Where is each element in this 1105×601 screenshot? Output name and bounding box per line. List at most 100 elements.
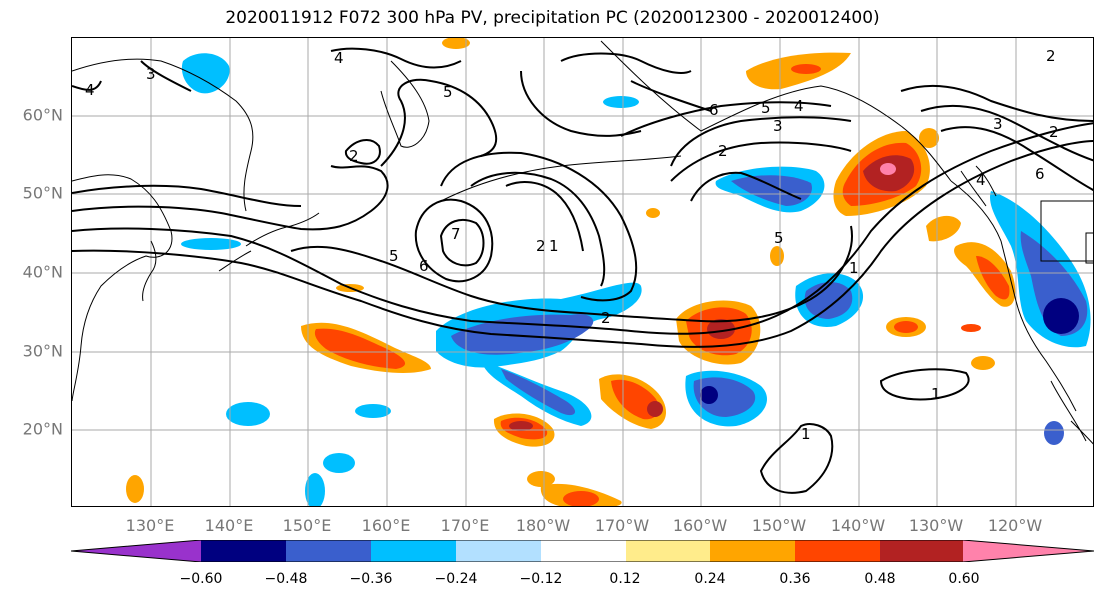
precip-pos-small-7 — [442, 38, 470, 49]
lon-label-160w: 160°W — [672, 516, 728, 535]
precip-neg-small-5 — [1044, 421, 1064, 445]
lon-label-130e: 130°E — [125, 516, 175, 535]
contour-label: 6 — [709, 101, 719, 119]
colorbar-tick: −0.24 — [434, 571, 478, 587]
pv-contour-14 — [670, 116, 852, 182]
lat-label-60: 60°N — [22, 105, 63, 125]
colorbar-segment — [456, 540, 541, 562]
pv-contour-17 — [900, 84, 1093, 122]
coastlines — [72, 40, 1093, 445]
precip-shading — [126, 38, 1091, 506]
colorbar-tick: 0.60 — [948, 571, 980, 587]
map-panel: 4 4 3 5 6 5 4 3 2 2 2 7 5 6 5 2 1 1 2 1 … — [71, 37, 1094, 507]
pv-contour-19 — [940, 126, 1093, 192]
pv-contour-21 — [759, 423, 834, 494]
contour-label: 3 — [146, 65, 156, 83]
colorbar-segment — [795, 540, 880, 562]
pv-contour-22 — [72, 60, 192, 92]
contour-label: 2 — [349, 147, 359, 165]
precip-pos-sub-2-max — [509, 421, 533, 431]
pv-contour-13 — [560, 52, 712, 112]
precip-neg-tail-core — [501, 369, 576, 416]
pv-contour-8 — [505, 180, 584, 252]
lon-label-180w: 180°W — [515, 516, 571, 535]
contour-label: 4 — [85, 81, 95, 99]
precip-pos-south-core — [563, 491, 599, 506]
contour-label: 5 — [761, 99, 771, 117]
precip-neg-japan — [181, 238, 241, 250]
colorbar-segment — [71, 540, 201, 562]
coast-asia — [72, 174, 173, 402]
colorbar-segment — [626, 540, 710, 562]
contour-label: 4 — [976, 171, 986, 189]
lon-label-130w: 130°W — [908, 516, 964, 535]
precip-pos-small-6 — [527, 471, 555, 487]
contour-label-group: 4 4 3 5 6 5 4 3 2 2 2 7 5 6 5 2 1 1 2 1 … — [85, 47, 1059, 443]
lon-label-160e: 160°E — [361, 516, 411, 535]
precip-pos-coast-core — [976, 256, 1010, 300]
contour-label: 2 — [1046, 47, 1056, 65]
precip-pos-bering-core — [791, 64, 821, 74]
precip-neg-small-4 — [603, 96, 639, 108]
colorbar-segment — [963, 540, 1094, 562]
coast-japan — [218, 212, 320, 272]
pv-contour-16 — [690, 171, 802, 202]
precip-pos-central-max — [707, 319, 735, 339]
precip-neg-small-2 — [355, 404, 391, 418]
coast-korea — [142, 240, 157, 302]
precip-neg-goa-core — [731, 175, 812, 206]
pv-contour-2 — [72, 122, 1093, 335]
colorbar-tick: 0.48 — [864, 571, 896, 587]
lon-label-150e: 150°E — [282, 516, 332, 535]
precip-neg-small-1 — [226, 402, 270, 426]
pv-contour-4 — [72, 184, 302, 207]
contour-label: 5 — [774, 229, 784, 247]
colorbar — [71, 540, 1094, 562]
precip-neg-small-6 — [305, 473, 325, 506]
precip-pos-small-5 — [126, 475, 144, 503]
coast-kamchatka — [380, 60, 430, 148]
contour-label: 2 — [536, 237, 546, 255]
precip-pos-small-3 — [770, 246, 784, 266]
contour-label: 4 — [794, 97, 804, 115]
colorbar-tick: −0.60 — [179, 571, 223, 587]
precip-neg-okhotsk — [181, 53, 230, 94]
lat-label-40: 40°N — [22, 262, 63, 282]
contour-label: 6 — [419, 257, 429, 275]
coast-na-west — [950, 180, 1077, 412]
precip-pos-sub-1-max — [647, 401, 663, 417]
coast-asia-north — [72, 58, 254, 212]
pv-contour-7 — [470, 171, 606, 287]
precip-pos-small-10 — [961, 324, 981, 332]
pv-contour-5 — [290, 225, 853, 323]
pv-contour-24 — [520, 70, 642, 137]
pv-contour-23 — [330, 47, 462, 69]
precip-pos-small-2 — [971, 356, 995, 370]
pv-contour-6 — [440, 151, 638, 302]
precip-pos-ak-peak — [880, 163, 896, 175]
lat-label-30: 30°N — [22, 341, 63, 361]
graticule — [72, 38, 1093, 506]
map-canvas: 4 4 3 5 6 5 4 3 2 2 2 7 5 6 5 2 1 1 2 1 … — [72, 38, 1093, 506]
precip-neg-small-3 — [323, 453, 355, 473]
border-box-1 — [1040, 200, 1093, 262]
contour-label: 2 — [1049, 123, 1059, 141]
contour-label: 3 — [993, 115, 1003, 133]
colorbar-segment — [541, 540, 626, 562]
pv-contour-11 — [344, 139, 381, 165]
pv-contour-3 — [72, 165, 389, 231]
colorbar-segment — [201, 540, 286, 562]
pv-contour-12 — [380, 78, 498, 167]
colorbar-tick: −0.36 — [349, 571, 393, 587]
contour-label: 5 — [389, 247, 399, 265]
coast-mexico — [1050, 380, 1093, 445]
lat-label-50: 50°N — [22, 183, 63, 203]
pv-contour-18 — [920, 104, 1093, 162]
map-title: 2020011912 F072 300 hPa PV, precipitatio… — [225, 8, 880, 28]
precip-neg-band-core — [451, 314, 594, 355]
lon-label-170w: 170°W — [594, 516, 650, 535]
precip-neg-hawaii-min — [700, 386, 718, 404]
precip-pos-west-core — [314, 328, 406, 369]
colorbar-tick: 0.36 — [779, 571, 811, 587]
contour-label: 6 — [1035, 165, 1045, 183]
